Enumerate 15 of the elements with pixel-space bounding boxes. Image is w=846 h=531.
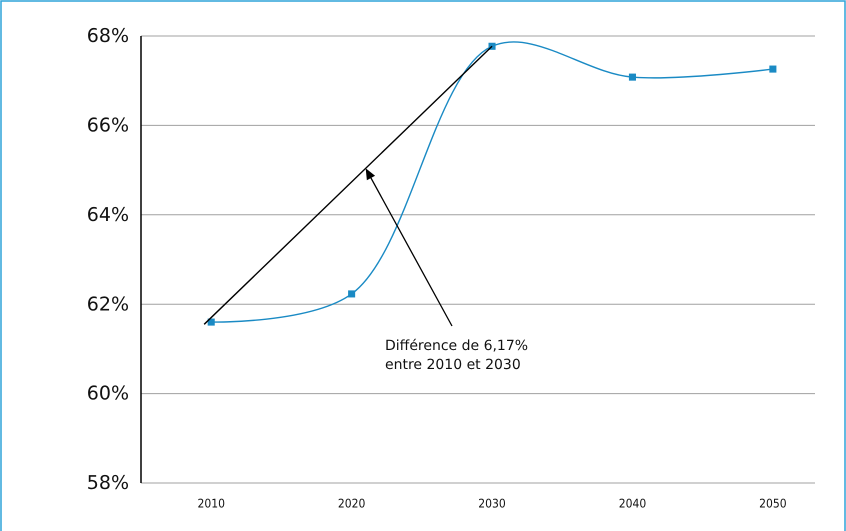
y-tick-label: 60% (86, 382, 129, 405)
annotation: Différence de 6,17% entre 2010 et 2030 (385, 338, 528, 373)
x-tick-label: 2030 (478, 496, 506, 511)
y-tick-label: 68% (86, 25, 129, 48)
point (769, 66, 776, 73)
y-tick-label: 66% (86, 114, 129, 136)
x-tick-label: 2010 (197, 496, 226, 511)
point (628, 74, 636, 81)
point (348, 290, 356, 298)
x-tick-label: 2020 (338, 496, 366, 511)
y-tick-label: 64% (86, 204, 129, 226)
y-tick-label: 62% (86, 293, 129, 316)
x-tick-label: 2050 (759, 496, 787, 511)
x-tick-label: 2040 (618, 496, 646, 511)
y-tick-label: 58% (86, 472, 129, 494)
